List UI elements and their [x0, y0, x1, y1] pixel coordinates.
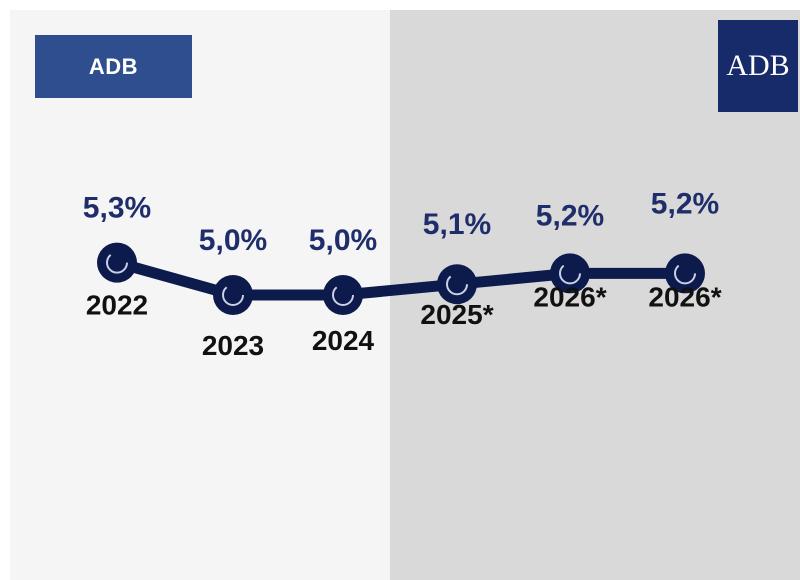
marker-ring-icon	[332, 284, 354, 306]
year-label: 2022	[86, 290, 148, 321]
data-point-marker	[97, 242, 137, 283]
data-value-label: 5,0%	[309, 224, 377, 257]
data-value-label: 5,1%	[423, 208, 491, 241]
data-point-marker	[550, 253, 590, 294]
marker-ring-icon	[674, 262, 696, 285]
data-value-label: 5,0%	[199, 224, 267, 257]
data-value-label: 5,2%	[536, 199, 604, 232]
marker-ring-icon	[559, 262, 581, 285]
data-point-marker	[323, 275, 363, 315]
data-value-label: 5,3%	[83, 192, 151, 225]
year-label: 2024	[312, 325, 375, 356]
year-label: 2023	[202, 330, 264, 361]
adb-label-badge: ADB	[35, 35, 192, 98]
year-label: 2025*	[420, 299, 493, 330]
data-point-marker	[437, 264, 477, 305]
marker-ring-icon	[222, 284, 244, 306]
data-point-marker	[213, 275, 253, 315]
year-label: 2026*	[533, 281, 606, 312]
data-point-marker	[665, 253, 705, 294]
adb-logo: ADB	[718, 20, 798, 112]
marker-ring-icon	[446, 273, 468, 296]
year-label: 2026*	[648, 281, 721, 312]
marker-ring-icon	[106, 251, 128, 274]
data-value-label: 5,2%	[651, 187, 719, 220]
